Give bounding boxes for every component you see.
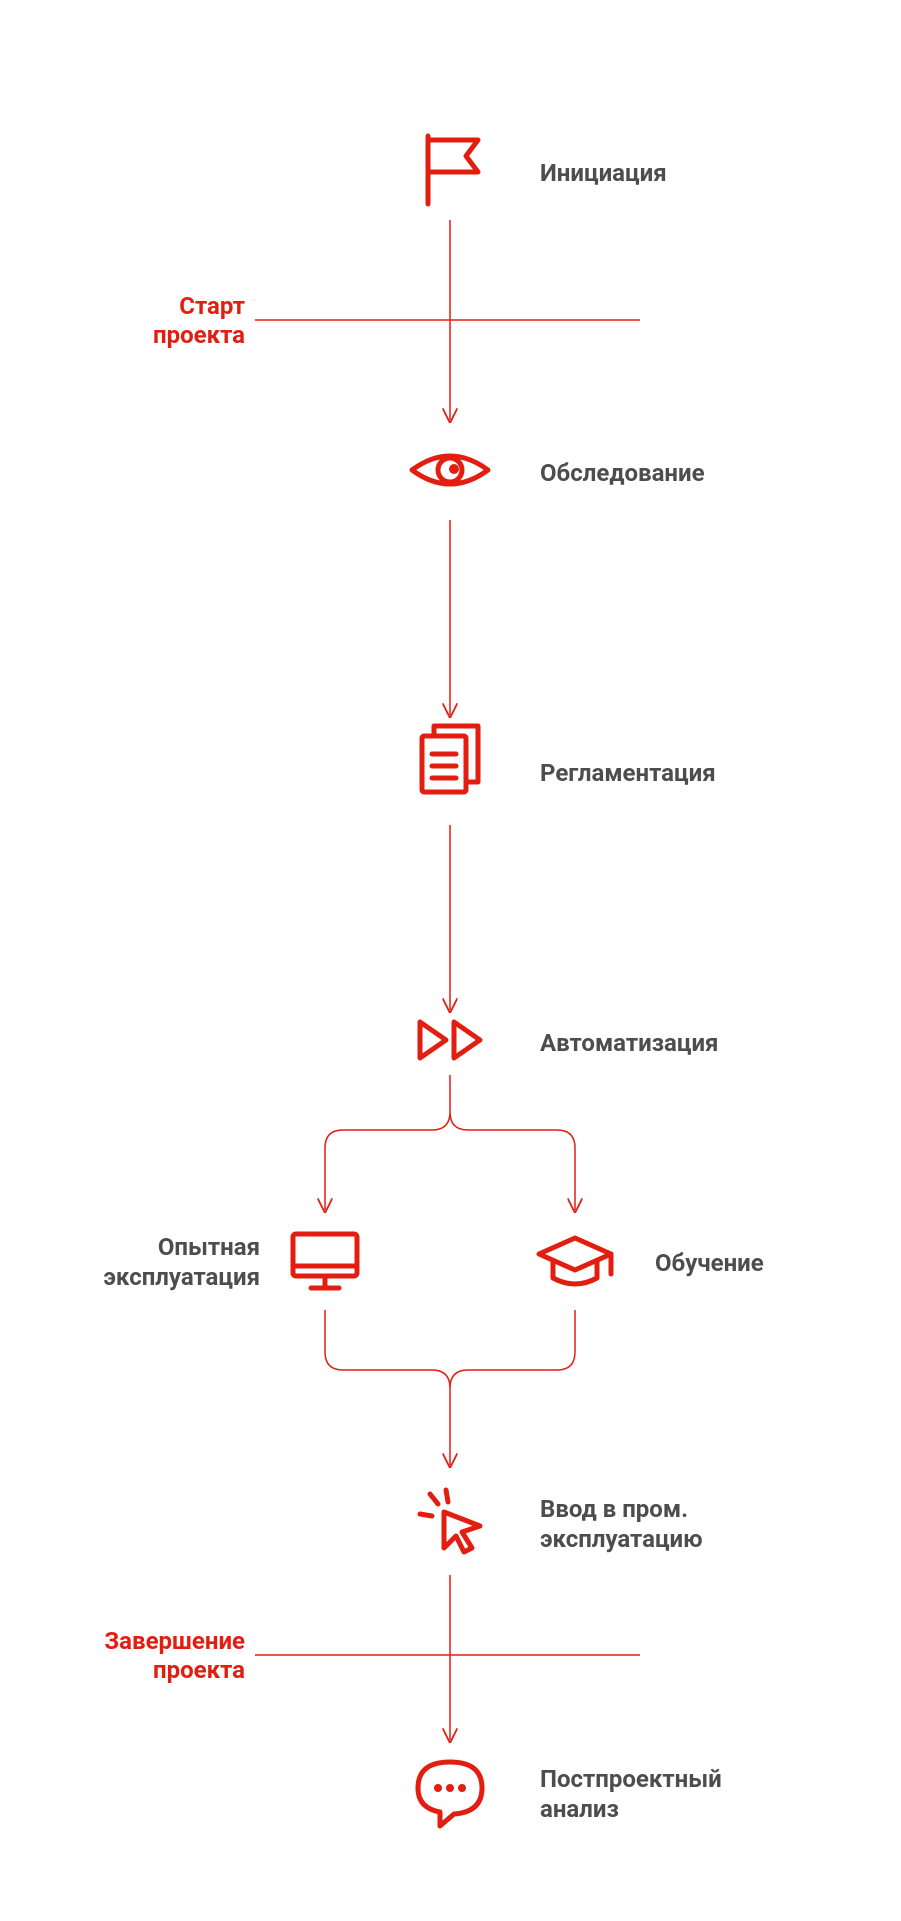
node-label-automation: Автоматизация — [540, 1028, 718, 1058]
monitor-icon — [293, 1234, 357, 1288]
grad-cap-icon — [539, 1238, 611, 1284]
cursor-icon — [420, 1490, 480, 1552]
node-label-initiation: Инициация — [540, 158, 667, 188]
document-icon — [422, 726, 478, 792]
node-label-go-live: Ввод в пром. эксплуатацию — [540, 1494, 703, 1554]
node-label-training: Обучение — [655, 1248, 764, 1278]
chat-icon — [418, 1762, 482, 1826]
node-label-regulation: Регламентация — [540, 758, 716, 788]
node-label-pilot: Опытная эксплуатация — [70, 1232, 260, 1292]
flag-icon — [428, 136, 478, 204]
forward-icon — [420, 1022, 480, 1058]
milestone-label-project-finish: Завершение проекта — [30, 1627, 245, 1685]
flowchart-canvas: Инициация Обследование Регламентация Автома… — [0, 0, 901, 1921]
node-label-post-project: Постпроектный анализ — [540, 1764, 722, 1824]
eye-icon — [412, 456, 488, 484]
milestone-label-project-start: Старт проекта — [65, 292, 245, 350]
node-label-survey: Обследование — [540, 458, 705, 488]
